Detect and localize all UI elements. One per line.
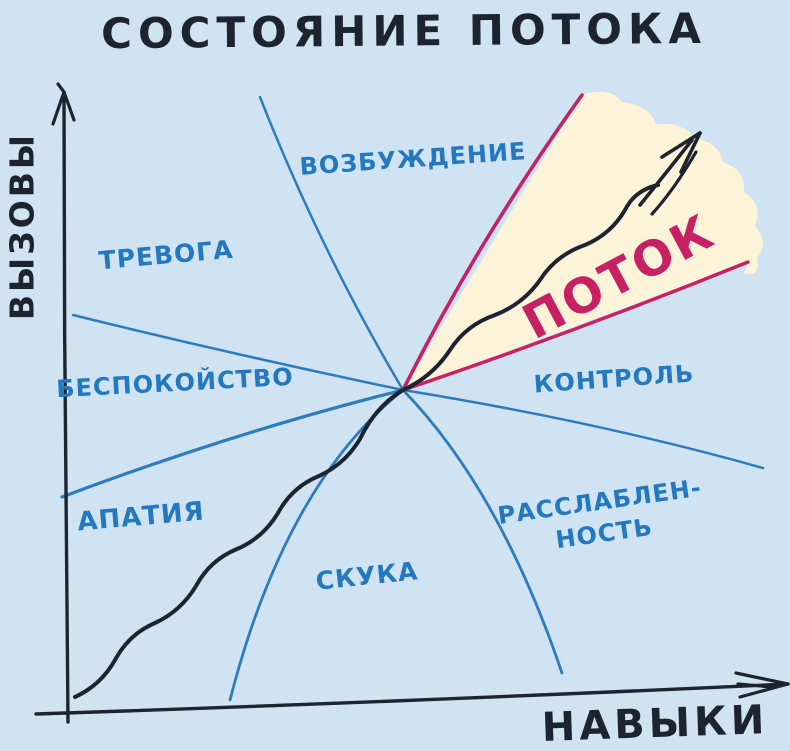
- flow-channel-lower-edge: [401, 260, 750, 392]
- diagram-title: СОСТОЯНИЕ ПОТОКА: [100, 3, 708, 59]
- flow-channel-upper-edge: [401, 93, 584, 392]
- y-axis-arrowhead: [51, 82, 76, 126]
- divider-worry-apathy: [60, 388, 405, 499]
- flow-trajectory-arrowhead: [638, 131, 702, 216]
- divider-apathy-boredom: [228, 388, 405, 702]
- y-axis-label: ВЫЗОВЫ: [2, 131, 42, 321]
- divider-excitement-anxiety: [258, 95, 405, 392]
- divider-boredom-relaxation: [401, 388, 564, 675]
- divider-anxiety-worry: [71, 313, 405, 392]
- y-axis-line: [62, 94, 70, 724]
- flow-trajectory-line: [73, 183, 660, 699]
- x-axis-line: [34, 682, 790, 716]
- divider-relaxation-control: [401, 388, 765, 470]
- x-axis-label: НАВЫКИ: [540, 697, 770, 751]
- x-axis-arrowhead: [734, 671, 790, 699]
